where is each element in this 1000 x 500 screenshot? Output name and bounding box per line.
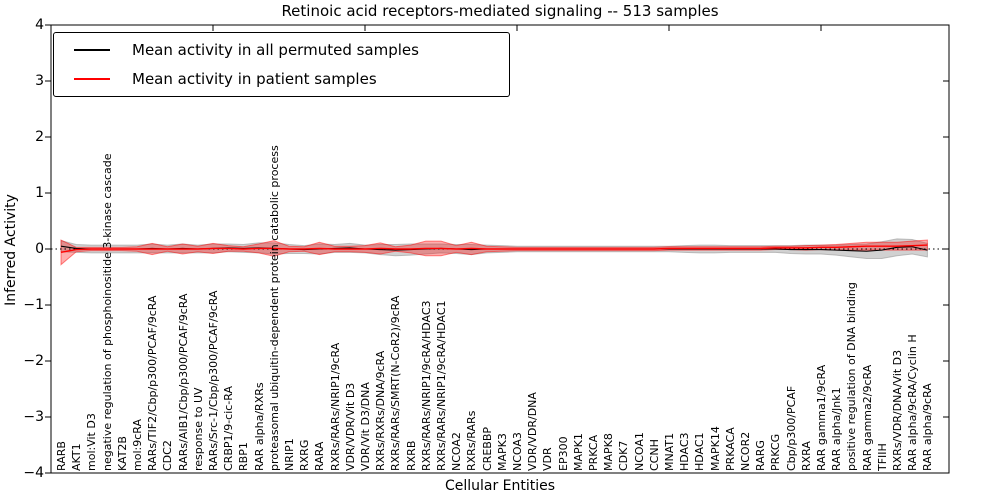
x-tick-label: PRKACA xyxy=(723,427,737,471)
x-tick-label: RXRs/VDR/DNA/Vit D3 xyxy=(891,349,904,471)
mean-line-patient xyxy=(60,244,928,254)
x-tick-label: NCOA1 xyxy=(632,432,646,471)
x-tick-label: MAPK14 xyxy=(708,426,722,471)
x-tick-label: MAPK1 xyxy=(571,433,585,471)
x-tick-label: HDAC3 xyxy=(678,432,692,471)
x-tick-label: NRIP1 xyxy=(283,438,296,471)
y-tick-label: −4 xyxy=(23,465,44,481)
x-tick-label: RARG xyxy=(754,440,768,471)
y-tick-label: 2 xyxy=(35,129,44,145)
x-tick-label: RAR gamma1/9cRA xyxy=(815,364,828,471)
x-tick-label: mol:Vit D3 xyxy=(85,413,99,471)
x-tick-label: NCOA2 xyxy=(450,432,464,471)
x-tick-label: VDR xyxy=(541,447,555,471)
x-tick-label: RAR alpha/9cRA xyxy=(921,383,935,471)
x-tick-label: negative regulation of phosphoinositide … xyxy=(100,153,114,472)
permuted-line-sample-icon xyxy=(74,49,110,52)
legend-label-patient: Mean activity in patient samples xyxy=(132,69,377,88)
x-tick-label: RXRs/RARs/SMRT(N-CoR2)/9cRA xyxy=(389,295,403,471)
x-tick-label: PRKCA xyxy=(587,434,600,471)
x-tick-label: CCNH xyxy=(647,439,661,471)
x-tick-label: RXRG xyxy=(298,439,312,471)
x-tick-label: KAT2B xyxy=(115,436,129,471)
x-tick-label: RARs/TIF2/Cbp/p300/PCAF/9cRA xyxy=(146,295,160,471)
x-tick-label: VDR/Vit D3/DNA xyxy=(359,382,372,471)
legend-entry-patient: Mean activity in patient samples xyxy=(64,68,499,91)
legend: Mean activity in all permuted samples Me… xyxy=(53,32,510,97)
x-tick-label: VDR/VDR/Vit D3 xyxy=(343,382,357,471)
x-tick-label: Cbp/p300/PCAF xyxy=(784,385,798,471)
x-tick-label: CDC2 xyxy=(161,440,175,471)
y-tick-label: 4 xyxy=(35,17,44,33)
x-tick-label: CREBBP xyxy=(480,427,494,471)
x-tick-label: VDR/VDR/DNA xyxy=(526,392,540,471)
x-tick-label: RXRs/RARs/NRIP1/9cRA/HDAC3 xyxy=(419,300,433,471)
x-tick-label: RXRs/RARs/NRIP1/9cRA/HDAC1 xyxy=(435,300,448,471)
x-tick-label: RARs/Src-1/Cbp/p300/PCAF/9cRA xyxy=(207,290,220,471)
x-tick-label: EP300 xyxy=(556,436,570,471)
x-tick-label: positive regulation of DNA binding xyxy=(845,282,859,471)
x-tick-label: RXRs/RARs/NRIP1/9cRA xyxy=(328,342,342,471)
x-tick-label: MAPK8 xyxy=(602,433,616,471)
patient-line-sample-icon xyxy=(74,77,110,80)
x-tick-label: RBP1 xyxy=(237,442,251,471)
x-tick-label: AKT1 xyxy=(70,443,84,471)
y-tick-label: −2 xyxy=(23,353,44,369)
y-tick-label: 0 xyxy=(35,241,44,257)
x-tick-label: TFIIH xyxy=(875,443,889,471)
x-tick-label: RXRs/RARs xyxy=(465,410,479,471)
y-tick-label: 3 xyxy=(35,73,44,89)
x-tick-label: PRKCG xyxy=(769,433,783,471)
x-tick-label: proteasomal ubiquitin-dependent protein … xyxy=(267,145,281,471)
x-tick-label: MNAT1 xyxy=(663,432,676,471)
x-tick-label: NCOR2 xyxy=(739,431,752,471)
x-axis-label: Cellular Entities xyxy=(444,478,556,494)
x-tick-label: MAPK3 xyxy=(495,433,509,471)
x-tick-label: RARA xyxy=(313,441,327,471)
x-tick-label: CRBP1/9-cic-RA xyxy=(222,385,236,471)
x-tick-label: RAR alpha/RXRs xyxy=(252,382,266,471)
x-tick-label: mol:9cRA xyxy=(131,419,144,471)
legend-label-permuted: Mean activity in all permuted samples xyxy=(132,41,419,60)
x-tick-label: RAR gamma2/9cRA xyxy=(860,364,874,471)
y-tick-label: 1 xyxy=(35,185,44,201)
x-tick-label: CDK7 xyxy=(617,440,631,471)
y-tick-label: −1 xyxy=(23,297,44,313)
x-tick-label: RARs/AIB1/Cbp/p300/PCAF/9cRA xyxy=(176,293,190,472)
y-tick-label: −3 xyxy=(23,409,44,425)
x-tick-label: response to UV xyxy=(191,387,205,471)
x-tick-label: RAR alpha/Jnk1 xyxy=(830,387,844,471)
x-tick-label: RXRB xyxy=(404,440,418,471)
x-tick-label: RXRA xyxy=(799,441,813,471)
x-tick-label: NCOA3 xyxy=(511,432,524,471)
x-tick-label: RAR alpha/9cRA/Cyclin H xyxy=(906,334,920,471)
x-tick-label: RARB xyxy=(55,441,68,471)
x-tick-label: HDAC1 xyxy=(693,432,707,471)
legend-entry-permuted: Mean activity in all permuted samples xyxy=(64,39,499,62)
x-tick-label: RXRs/RXRs/DNA/9cRA xyxy=(374,350,388,471)
chart-title: Retinoic acid receptors-mediated signali… xyxy=(281,2,719,20)
